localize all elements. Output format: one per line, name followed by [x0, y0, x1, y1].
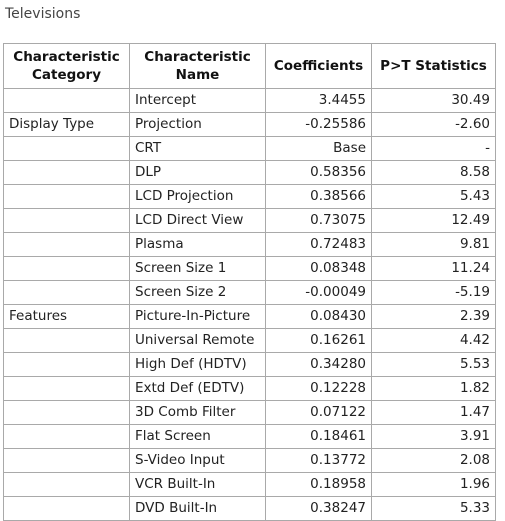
category-cell: [3, 328, 130, 353]
statistic-cell: 9.81: [371, 232, 496, 257]
coefficient-cell: 0.13772: [265, 448, 372, 473]
statistic-cell: 5.33: [371, 496, 496, 521]
name-cell: High Def (HDTV): [129, 352, 266, 377]
table-row: Universal Remote 0.16261 4.42: [3, 328, 496, 353]
name-cell: Universal Remote: [129, 328, 266, 353]
name-cell: LCD Direct View: [129, 208, 266, 233]
category-cell: [3, 400, 130, 425]
header-coefficients: Coefficients: [265, 43, 372, 89]
table-row: High Def (HDTV) 0.34280 5.53: [3, 352, 496, 377]
statistic-cell: 3.91: [371, 424, 496, 449]
table-caption: Televisions: [5, 6, 81, 22]
category-cell: [3, 376, 130, 401]
category-cell: [3, 184, 130, 209]
table-body: Intercept 3.4455 30.49 Display Type Projecti…: [3, 88, 496, 521]
category-cell: [3, 232, 130, 257]
statistic-cell: 5.53: [371, 352, 496, 377]
coefficient-cell: 0.58356: [265, 160, 372, 185]
statistic-cell: -: [371, 136, 496, 161]
name-cell: 3D Comb Filter: [129, 400, 266, 425]
regression-table: Characteristic Category Characteristic N…: [3, 43, 496, 521]
category-cell: [3, 280, 130, 305]
statistic-cell: 5.43: [371, 184, 496, 209]
coefficient-cell: 3.4455: [265, 88, 372, 113]
category-cell: Display Type: [3, 112, 130, 137]
coefficient-cell: -0.25586: [265, 112, 372, 137]
name-cell: Extd Def (EDTV): [129, 376, 266, 401]
statistic-cell: 2.08: [371, 448, 496, 473]
coefficient-cell: Base: [265, 136, 372, 161]
statistic-cell: 30.49: [371, 88, 496, 113]
statistic-cell: 1.82: [371, 376, 496, 401]
category-cell: [3, 472, 130, 497]
category-cell: [3, 448, 130, 473]
name-cell: S-Video Input: [129, 448, 266, 473]
name-cell: DLP: [129, 160, 266, 185]
statistic-cell: 8.58: [371, 160, 496, 185]
name-cell: Flat Screen: [129, 424, 266, 449]
category-cell: [3, 136, 130, 161]
name-cell: Picture-In-Picture: [129, 304, 266, 329]
coefficient-cell: 0.72483: [265, 232, 372, 257]
coefficient-cell: 0.38247: [265, 496, 372, 521]
table-row: LCD Projection 0.38566 5.43: [3, 184, 496, 209]
name-cell: VCR Built-In: [129, 472, 266, 497]
statistic-cell: -5.19: [371, 280, 496, 305]
table-row: LCD Direct View 0.73075 12.49: [3, 208, 496, 233]
category-cell: Features: [3, 304, 130, 329]
table-row: DVD Built-In 0.38247 5.33: [3, 496, 496, 521]
coefficient-cell: 0.34280: [265, 352, 372, 377]
header-characteristic-category: Characteristic Category: [3, 43, 130, 89]
category-cell: [3, 424, 130, 449]
coefficient-cell: 0.07122: [265, 400, 372, 425]
coefficient-cell: 0.73075: [265, 208, 372, 233]
category-cell: [3, 88, 130, 113]
name-cell: Screen Size 1: [129, 256, 266, 281]
name-cell: DVD Built-In: [129, 496, 266, 521]
category-cell: [3, 352, 130, 377]
table-row: Screen Size 2 -0.00049 -5.19: [3, 280, 496, 305]
table-row: VCR Built-In 0.18958 1.96: [3, 472, 496, 497]
coefficient-cell: 0.18461: [265, 424, 372, 449]
table-row: S-Video Input 0.13772 2.08: [3, 448, 496, 473]
name-cell: LCD Projection: [129, 184, 266, 209]
coefficient-cell: -0.00049: [265, 280, 372, 305]
table-row: Intercept 3.4455 30.49: [3, 88, 496, 113]
table-row: DLP 0.58356 8.58: [3, 160, 496, 185]
coefficient-cell: 0.08430: [265, 304, 372, 329]
name-cell: CRT: [129, 136, 266, 161]
header-row: Characteristic Category Characteristic N…: [3, 43, 496, 89]
statistic-cell: 2.39: [371, 304, 496, 329]
category-cell: [3, 256, 130, 281]
coefficient-cell: 0.08348: [265, 256, 372, 281]
statistic-cell: 4.42: [371, 328, 496, 353]
statistic-cell: 1.96: [371, 472, 496, 497]
name-cell: Screen Size 2: [129, 280, 266, 305]
table-row: Plasma 0.72483 9.81: [3, 232, 496, 257]
coefficient-cell: 0.18958: [265, 472, 372, 497]
table-row: CRT Base -: [3, 136, 496, 161]
table-row: Extd Def (EDTV) 0.12228 1.82: [3, 376, 496, 401]
category-cell: [3, 160, 130, 185]
table-row: Screen Size 1 0.08348 11.24: [3, 256, 496, 281]
table-header: Characteristic Category Characteristic N…: [3, 43, 496, 89]
name-cell: Projection: [129, 112, 266, 137]
statistic-cell: 1.47: [371, 400, 496, 425]
coefficient-cell: 0.16261: [265, 328, 372, 353]
header-characteristic-name: Characteristic Name: [129, 43, 266, 89]
category-cell: [3, 496, 130, 521]
table-row: Features Picture-In-Picture 0.08430 2.39: [3, 304, 496, 329]
statistic-cell: 11.24: [371, 256, 496, 281]
name-cell: Plasma: [129, 232, 266, 257]
coefficient-cell: 0.12228: [265, 376, 372, 401]
table-row: Flat Screen 0.18461 3.91: [3, 424, 496, 449]
name-cell: Intercept: [129, 88, 266, 113]
header-pt-statistics: P>T Statistics: [371, 43, 496, 89]
table-row: Display Type Projection -0.25586 -2.60: [3, 112, 496, 137]
table-row: 3D Comb Filter 0.07122 1.47: [3, 400, 496, 425]
category-cell: [3, 208, 130, 233]
statistic-cell: -2.60: [371, 112, 496, 137]
coefficient-cell: 0.38566: [265, 184, 372, 209]
statistic-cell: 12.49: [371, 208, 496, 233]
